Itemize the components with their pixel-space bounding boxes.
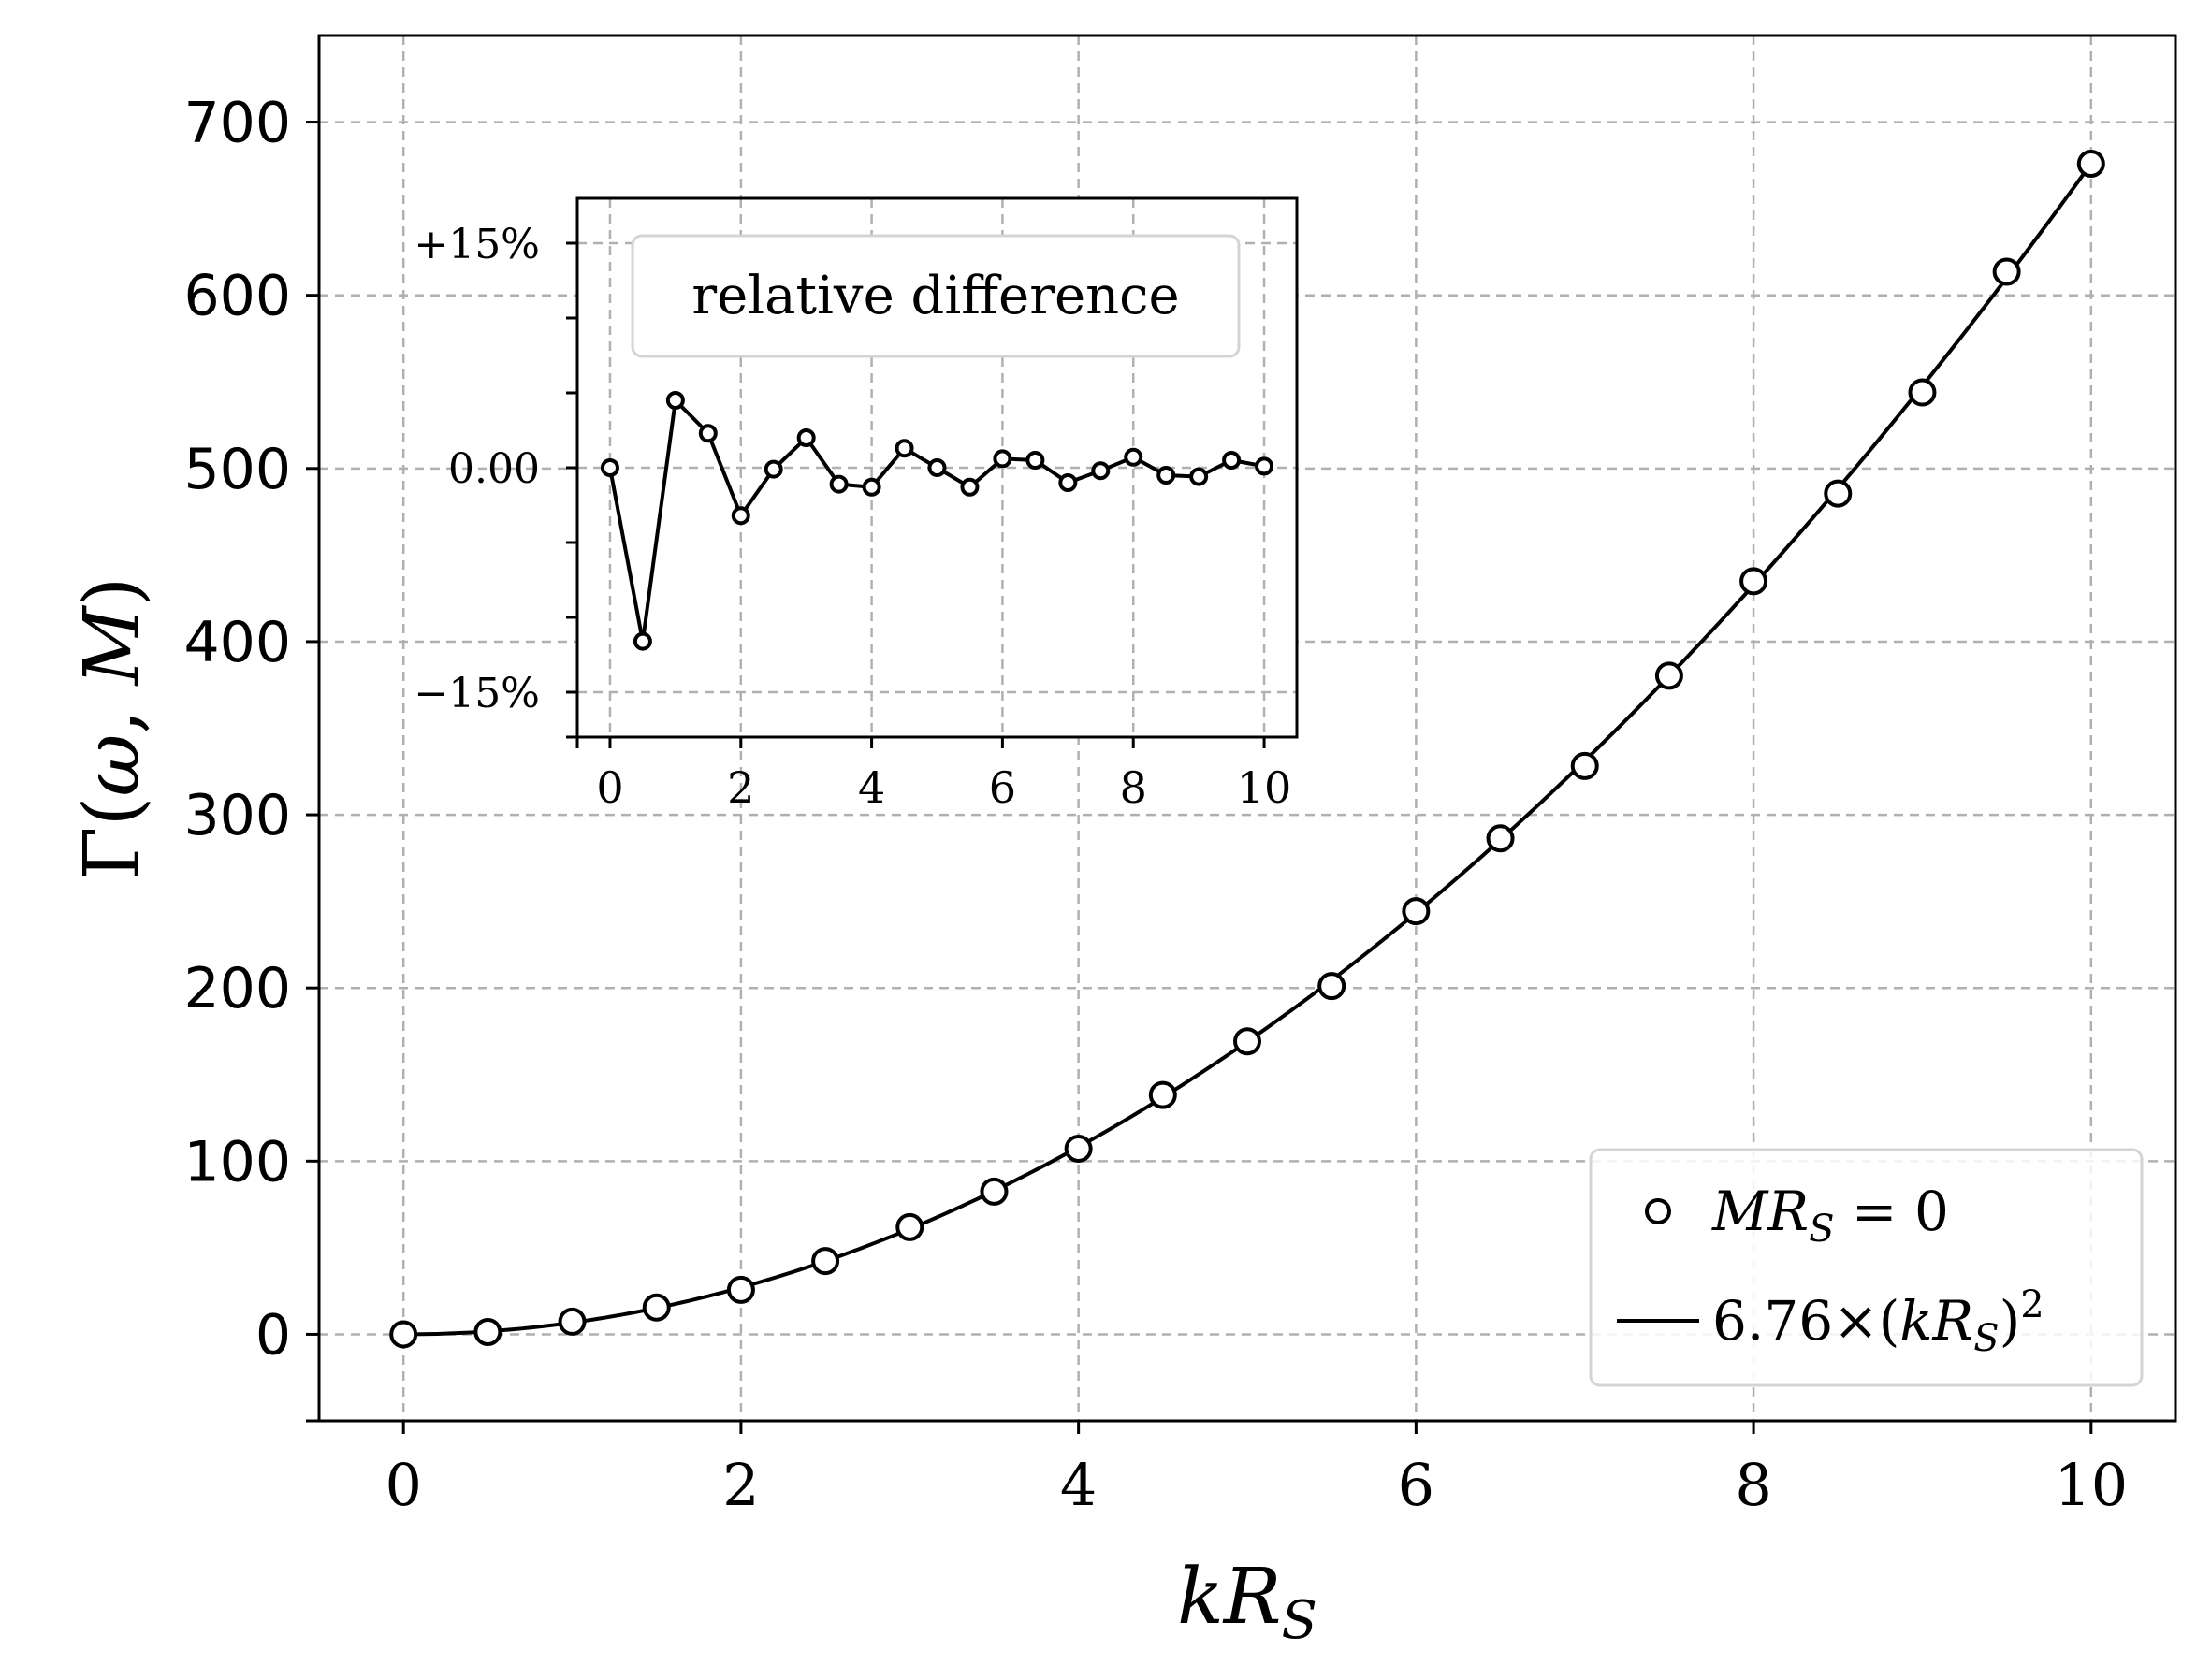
legend-label-markers: MRS = 0 [1711,1180,1949,1251]
legend-marker-icon [1645,1198,1671,1224]
inset-data-point [927,458,947,477]
data-point [1654,661,1683,690]
y-tick-label: 0 [255,1302,291,1368]
data-point [1148,1080,1177,1109]
y-tick-label: 200 [183,956,291,1021]
legend-label-fit: 6.76×(kRS)2 [1712,1283,2044,1360]
legend-box [1589,1148,2144,1387]
inset-data-point [1156,466,1176,485]
inset-y-tick-label: +15% [414,221,540,268]
x-tick-label: 0 [385,1451,421,1519]
inset-data-point [698,424,718,443]
inset-legend-title: relative difference [691,266,1179,326]
inset-data-point [862,477,881,497]
data-point [1570,751,1599,780]
inset-data-point [600,458,619,477]
inset-data-point [1058,473,1078,492]
data-point [1486,824,1515,853]
inset-x-tick-label: 0 [596,762,623,813]
y-tick-label: 700 [183,91,291,156]
data-point [642,1293,671,1322]
inset-data-point [1091,461,1111,481]
data-point [1064,1134,1093,1163]
data-point [1233,1027,1261,1056]
x-tick-label: 6 [1398,1451,1434,1519]
x-axis-label: kRS [1177,1553,1317,1651]
svg-text:Γ(ω, M): Γ(ω, M) [68,577,157,880]
data-point [811,1247,840,1276]
inset-x-tick-label: 6 [989,762,1016,813]
inset-x-tick-label: 10 [1237,762,1292,813]
inset-axis-ticks: 0 2 4 6 8 10 +15% 0.00 −15% [414,221,1291,813]
inset-markers [600,391,1274,651]
data-point [1824,479,1853,508]
main-plot-frame [317,34,2177,1423]
data-point [726,1275,755,1304]
data-point [2076,149,2105,178]
inset-y-tick-label: 0.00 [448,445,540,493]
inset-data-point [1025,451,1045,470]
x-tick-label: 4 [1060,1451,1097,1519]
y-tick-label: 500 [183,437,291,502]
svg-text:kRS: kRS [1177,1553,1317,1651]
inset-legend-box [631,234,1241,358]
inset-data-point [764,459,783,479]
inset-data-point [1124,447,1143,467]
inset-data-point [895,439,914,458]
inset-data-point [829,474,849,494]
data-markers [389,149,2105,1349]
data-point [1908,378,1937,407]
inset-data-point [731,506,750,526]
inset-y-tick-label: −15% [414,670,540,717]
data-point [1402,897,1431,926]
inset-data-point [796,428,816,447]
data-point [473,1318,502,1347]
x-tick-label: 8 [1735,1451,1771,1519]
inset-legend: relative difference [631,234,1241,358]
legend: MRS = 0 6.76×(kRS)2 [1589,1148,2144,1387]
y-tick-label: 400 [183,610,291,675]
data-point [1992,257,2021,286]
x-tick-label: 2 [722,1451,759,1519]
inset-data-point [1189,467,1209,486]
inset-x-tick-label: 4 [858,762,885,813]
data-point [895,1212,924,1241]
y-axis-label: Γ(ω, M) [68,577,157,880]
inset-data-point [665,391,685,410]
inset-data-point [960,477,980,497]
inset-plot: 0 2 4 6 8 10 +15% 0.00 −15% relative difference [414,196,1299,813]
inset-data-point [993,449,1012,469]
inset-x-tick-label: 2 [727,762,754,813]
inset-data-point [633,631,652,651]
data-point [389,1320,418,1349]
data-point [1739,567,1768,596]
data-point [558,1307,587,1336]
y-tick-label: 100 [183,1129,291,1195]
x-tick-label: 10 [2054,1451,2128,1519]
data-point [980,1177,1009,1206]
inset-x-tick-label: 8 [1120,762,1147,813]
data-point [1317,972,1346,1001]
inset-data-point [1255,456,1274,476]
y-tick-label: 600 [183,264,291,329]
inset-data-point [1222,451,1242,470]
y-tick-label: 300 [183,783,291,848]
